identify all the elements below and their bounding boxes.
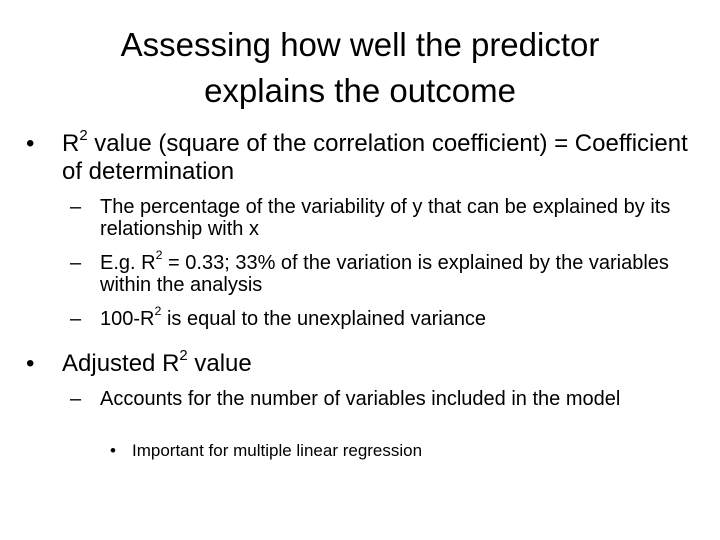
subbullet-marker: –: [70, 388, 82, 410]
subbullet-variability: – The percentage of the variability of y …: [70, 196, 690, 240]
subbullet-example: – E.g. R2 = 0.33; 33% of the variation is…: [70, 249, 690, 296]
slide-title: Assessing how well the predictor explain…: [60, 22, 660, 114]
subsubbullet-marker: •: [110, 441, 116, 460]
bullet-r-squared: • R2 value (square of the correlation coe…: [22, 127, 692, 186]
subbullet-text-pre: 100-R: [100, 308, 155, 330]
subbullet-text: The percentage of the variability of y t…: [100, 196, 671, 240]
subbullet-marker: –: [70, 196, 82, 218]
subbullet-text-post: = 0.33; 33% of the variation is explaine…: [100, 252, 669, 296]
subbullet-text-post: is equal to the unexplained variance: [161, 308, 487, 330]
subbullet-text: Accounts for the number of variables inc…: [100, 388, 621, 410]
bullet-text-post: value: [187, 350, 252, 377]
bullet-text-pre: Adjusted R: [62, 350, 180, 377]
subsubbullet-multiple-regression: • Important for multiple linear regressio…: [106, 441, 692, 461]
subbullet-text-pre: E.g. R: [100, 252, 156, 274]
bullet-adjusted-r-squared: • Adjusted R2 value: [22, 347, 692, 378]
subbullet-unexplained: –100-R2 is equal to the unexplained vari…: [70, 305, 690, 330]
subbullet-marker: –: [70, 308, 82, 330]
title-line-1: Assessing how well the predictor: [120, 26, 600, 63]
superscript: 2: [179, 347, 188, 364]
title-line-2: explains the outcome: [204, 72, 516, 109]
superscript: 2: [154, 304, 162, 319]
bullet-text-post: value (square of the correlation coeffic…: [62, 130, 688, 185]
subbullet-accounts-for: – Accounts for the number of variables in…: [70, 388, 690, 410]
superscript: 2: [155, 248, 163, 263]
subbullet-marker: –: [70, 252, 82, 274]
superscript: 2: [79, 127, 88, 144]
subsubbullet-text: Important for multiple linear regression: [132, 441, 423, 460]
bullet-text-pre: R: [62, 130, 80, 157]
bullet-marker: •: [26, 350, 35, 377]
bullet-marker: •: [26, 130, 35, 157]
